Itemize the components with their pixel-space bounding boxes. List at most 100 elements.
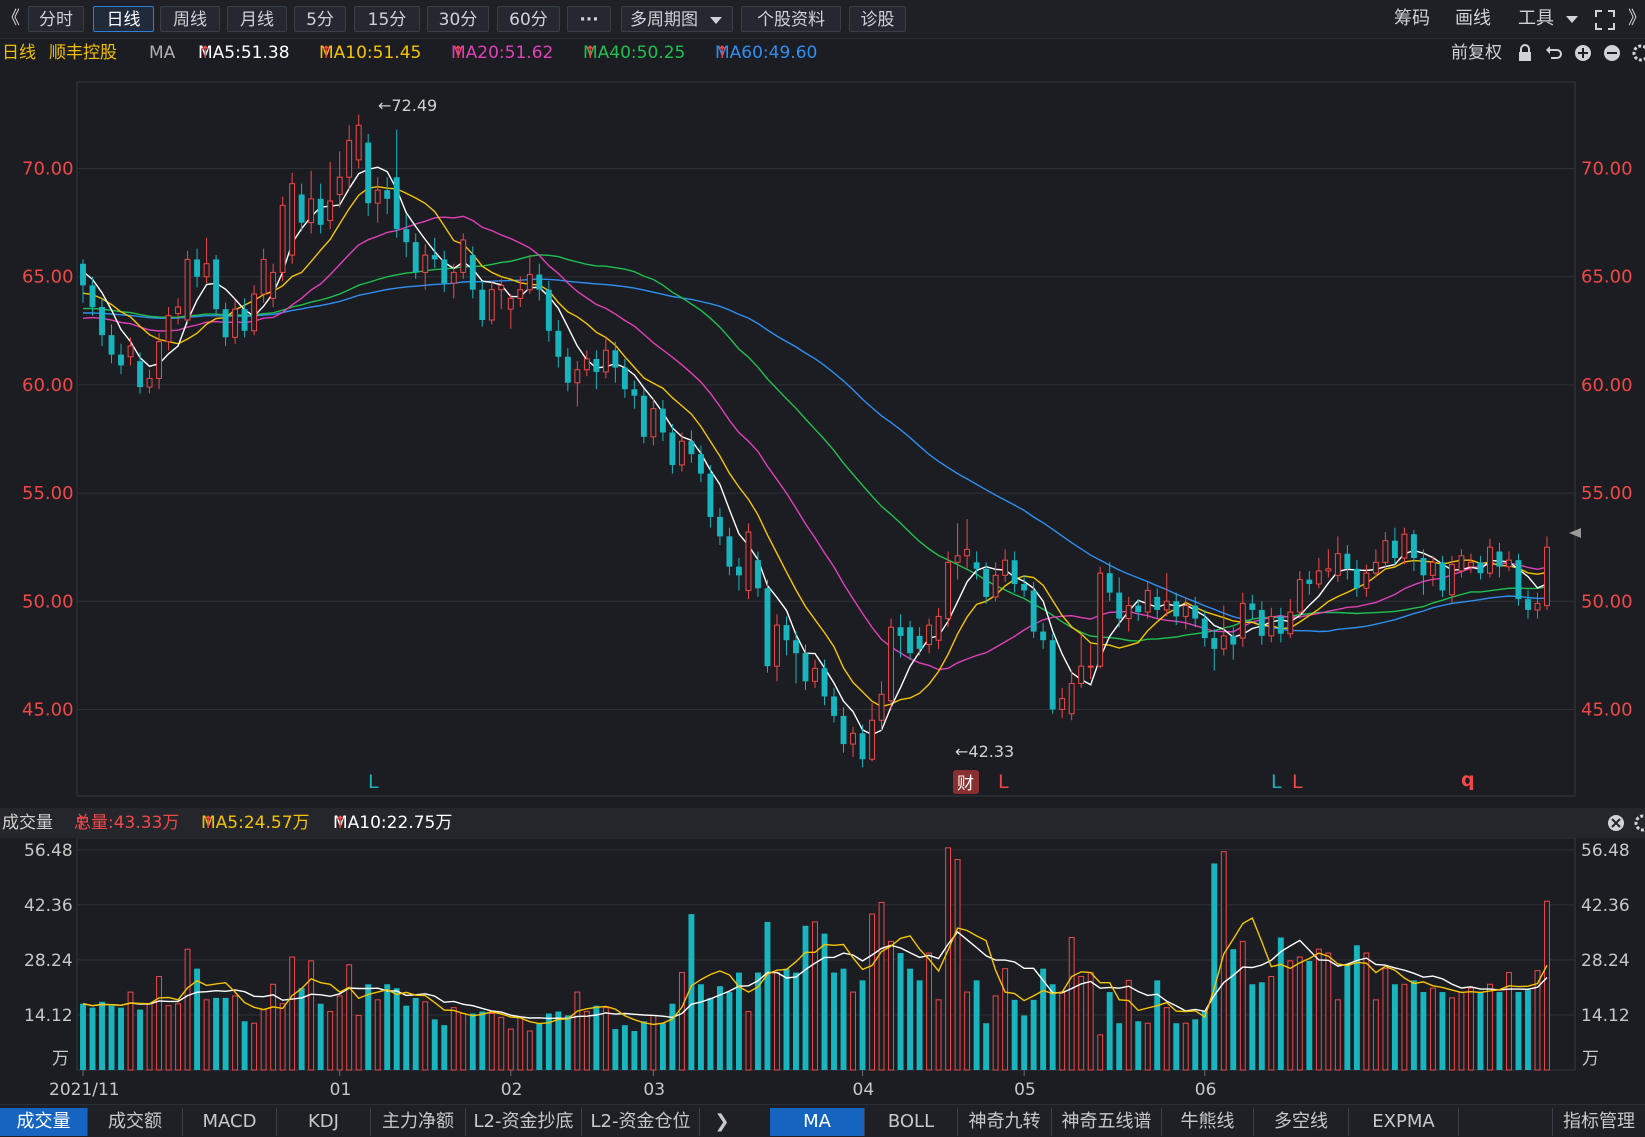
volume-bar <box>336 995 343 1071</box>
period-15min[interactable]: 15分 <box>354 6 420 32</box>
volume-bar <box>384 984 391 1070</box>
period-5min[interactable]: 5分 <box>294 6 346 32</box>
candle <box>241 298 248 338</box>
tab-nine-turn[interactable]: 神奇九转 <box>958 1108 1052 1136</box>
candle <box>393 129 400 238</box>
candle <box>374 177 381 223</box>
volume-bar <box>1372 999 1379 1071</box>
tab-turnover[interactable]: 成交额 <box>88 1108 183 1136</box>
volume-bar <box>1448 997 1455 1071</box>
tab-l2-position[interactable]: L2-资金仓位 <box>582 1108 700 1136</box>
tab-kdj[interactable]: KDJ <box>277 1108 371 1136</box>
volume-bar <box>1021 1015 1028 1070</box>
candle <box>945 551 952 628</box>
multi-period-label: 多周期图 <box>630 10 698 30</box>
date-label: 04 <box>853 1080 875 1100</box>
candle <box>308 170 315 234</box>
volume-bar <box>907 968 914 1070</box>
period-weekly[interactable]: 周线 <box>160 6 220 32</box>
ma-indicator-label[interactable]: MA <box>149 43 176 63</box>
settings-gear-icon[interactable] <box>1632 44 1645 62</box>
tab-main-net[interactable]: 主力净额 <box>371 1108 466 1136</box>
diagnose-button[interactable]: 诊股 <box>849 6 906 32</box>
volume-bar <box>1135 1021 1142 1070</box>
undo-icon[interactable] <box>1545 44 1563 62</box>
price-chart[interactable]: 70.00 70.00 65.00 65.00 60.00 60.00 55.00 55.00… <box>0 68 1645 808</box>
lock-icon[interactable] <box>1516 44 1534 62</box>
candle <box>840 707 847 753</box>
volume-bar <box>1239 940 1246 1071</box>
candle <box>1116 577 1123 628</box>
candle <box>1496 542 1503 578</box>
candle <box>631 380 638 409</box>
marker-q: q <box>1461 769 1475 791</box>
candle <box>1391 527 1398 565</box>
tab-bull-bear[interactable]: 牛熊线 <box>1162 1108 1254 1136</box>
candle <box>1125 596 1132 632</box>
indicator-manage-button[interactable]: 指标管理 <box>1552 1108 1645 1136</box>
zoom-in-icon[interactable] <box>1574 44 1592 62</box>
zoom-out-icon[interactable] <box>1603 44 1621 62</box>
candle <box>1525 590 1531 619</box>
volume-bar <box>1277 937 1284 1070</box>
tab-ma[interactable]: MA <box>770 1108 865 1136</box>
tab-l2-bottom[interactable]: L2-资金抄底 <box>466 1108 582 1136</box>
adjust-mode-button[interactable]: 前复权 <box>1451 43 1502 63</box>
tab-volume[interactable]: 成交量 <box>0 1108 88 1136</box>
candle <box>783 616 790 656</box>
tab-long-short[interactable]: 多空线 <box>1254 1108 1349 1136</box>
marker-l-4: L <box>1292 771 1303 793</box>
candle <box>1448 555 1455 604</box>
volume-bar <box>279 1003 286 1071</box>
candle <box>498 278 505 310</box>
volume-bar <box>1544 900 1550 1071</box>
candle <box>165 307 172 351</box>
volume-bar <box>1154 980 1161 1070</box>
tab-boll[interactable]: BOLL <box>865 1108 958 1136</box>
close-icon[interactable] <box>1607 814 1625 832</box>
ma20-line <box>82 215 1548 671</box>
tools-menu-button[interactable]: 工具 <box>1518 6 1578 32</box>
period-60min[interactable]: 60分 <box>497 6 560 32</box>
volume-title[interactable]: 成交量 <box>2 813 53 833</box>
collapse-right-button[interactable]: 》 <box>1628 8 1645 29</box>
fullscreen-icon[interactable] <box>1594 9 1616 31</box>
volume-bar <box>726 992 733 1070</box>
settings-gear-icon[interactable] <box>1634 814 1645 832</box>
volume-bar <box>1087 972 1094 1071</box>
candle <box>1144 581 1151 619</box>
volume-bar <box>507 1028 514 1071</box>
volume-ma-lines <box>82 916 1548 1026</box>
volume-bar <box>840 968 847 1070</box>
volume-bar <box>308 960 315 1071</box>
period-daily[interactable]: 日线 <box>93 6 154 32</box>
volume-bar <box>422 1001 429 1071</box>
period-label: 日线 <box>2 43 36 63</box>
tab-expma[interactable]: EXPMA <box>1349 1108 1459 1136</box>
earnings-badge[interactable] <box>953 770 979 794</box>
draw-line-button[interactable]: 画线 <box>1455 8 1491 29</box>
volume-bar <box>146 1003 153 1071</box>
candle <box>1220 605 1227 656</box>
candle <box>1011 551 1018 593</box>
volume-bar <box>431 1019 438 1070</box>
candle <box>184 250 191 325</box>
period-monthly[interactable]: 月线 <box>227 6 287 32</box>
volume-bar <box>118 1007 124 1070</box>
candle <box>621 358 628 398</box>
more-periods-button[interactable]: ··· <box>567 6 611 32</box>
stock-profile-button[interactable]: 个股资料 <box>741 6 841 32</box>
tab-macd[interactable]: MACD <box>183 1108 277 1136</box>
chips-button[interactable]: 筹码 <box>1394 8 1430 29</box>
multi-period-dropdown[interactable]: 多周期图 <box>621 6 733 32</box>
tab-five-lines[interactable]: 神奇五线谱 <box>1052 1108 1162 1136</box>
volume-chart[interactable]: 56.48 56.48 42.36 42.36 28.24 28.24 14.12 14.12… <box>0 838 1645 1104</box>
period-30min[interactable]: 30分 <box>427 6 489 32</box>
candle <box>1002 549 1009 582</box>
period-intraday[interactable]: 分时 <box>28 6 84 32</box>
volume-bar <box>888 940 894 1071</box>
candle <box>203 237 210 284</box>
volume-bar <box>869 913 875 1071</box>
collapse-left-button[interactable]: 《 <box>2 8 20 29</box>
tabs-scroll-right-icon[interactable]: ❯ <box>714 1111 730 1132</box>
